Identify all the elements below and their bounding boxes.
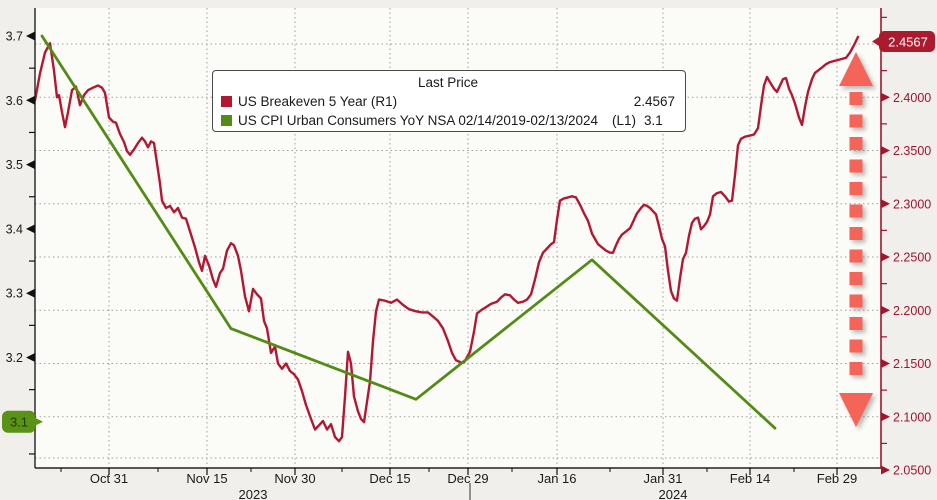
x-axis-tick-label: Nov 15	[186, 471, 227, 486]
x-axis-tick-label: Nov 30	[274, 471, 315, 486]
right-tick-arrow-icon	[881, 92, 890, 102]
x-axis-tick-label: Dec 29	[447, 471, 488, 486]
left-axis-tick-label: 3.2	[6, 351, 23, 365]
red-series-marker-icon	[221, 96, 232, 107]
right-axis-tick-label: 2.4000	[893, 91, 931, 105]
breakeven-badge-value: 2.4567	[888, 35, 928, 50]
right-axis-tick-label: 2.2500	[893, 251, 931, 265]
left-axis-tick-label: 3.6	[6, 94, 23, 108]
legend-row-cpi: US CPI Urban Consumers YoY NSA 02/14/201…	[221, 111, 675, 130]
right-axis-tick-label: 2.0500	[893, 464, 931, 478]
right-axis: 2.45002.40002.35002.30002.25002.20002.15…	[881, 16, 931, 478]
year-label: 2023	[239, 487, 268, 500]
right-tick-arrow-icon	[881, 146, 890, 155]
trend-range-arrow	[839, 52, 873, 427]
right-tick-arrow-icon	[881, 359, 890, 368]
breakeven-last-value-badge: 2.4567	[872, 31, 935, 52]
right-tick-arrow-icon	[881, 252, 890, 262]
left-tick-arrow-icon	[26, 288, 35, 298]
left-axis-tick-label: 3.3	[6, 287, 23, 301]
cpi-last-value-badge: 3.1	[2, 410, 43, 433]
left-axis-tick-label: 3.7	[6, 30, 23, 44]
left-tick-arrow-icon	[26, 353, 35, 362]
x-axis-tick-label: Jan 31	[643, 471, 682, 486]
axes	[34, 8, 882, 469]
x-axis-tick-label: Oct 31	[90, 471, 128, 486]
left-tick-arrow-icon	[26, 224, 35, 234]
green-series-marker-icon	[221, 115, 232, 126]
legend-row-breakeven: US Breakeven 5 Year (R1) 2.4567	[221, 92, 675, 111]
arrow-up-head-icon	[839, 52, 873, 86]
x-axis-tick-label: Dec 15	[369, 471, 410, 486]
right-axis-tick-label: 2.3500	[893, 144, 931, 158]
x-axis-tick-label: Feb 29	[817, 471, 857, 486]
left-axis-tick-label: 3.5	[6, 158, 23, 172]
right-axis-tick-label: 2.2000	[893, 304, 931, 318]
right-tick-arrow-icon	[881, 305, 890, 315]
cpi-line-series	[40, 34, 777, 430]
chart-legend: Last Price US Breakeven 5 Year (R1) 2.45…	[212, 70, 686, 132]
x-axis: Oct 31 Nov 15 Nov 30 Dec 15 Dec 29 Jan 16 Jan …	[60, 468, 857, 500]
legend-value-cpi: 3.1	[644, 113, 663, 128]
cpi-badge-shape	[2, 410, 43, 433]
right-axis-tick-label: 2.3000	[893, 197, 931, 211]
year-label: 2024	[659, 487, 688, 500]
right-axis-tick-label: 2.1500	[893, 357, 931, 371]
left-axis: 3.7 3.6 3.5 3.4 3.3 3.2	[6, 30, 35, 455]
left-axis-tick-label: 3.4	[6, 222, 23, 236]
legend-value-breakeven: 2.4567	[633, 94, 675, 109]
left-tick-arrow-icon	[26, 31, 35, 41]
legend-axis-tag-cpi: (L1)	[612, 113, 637, 128]
right-tick-arrow-icon	[881, 199, 890, 209]
right-tick-arrow-icon	[881, 465, 890, 475]
cpi-badge-value: 3.1	[10, 414, 28, 429]
breakeven-badge-shape	[872, 31, 935, 52]
x-axis-tick-label: Jan 16	[537, 471, 576, 486]
left-tick-arrow-icon	[26, 95, 35, 105]
left-tick-arrow-icon	[26, 160, 35, 170]
right-tick-arrow-icon	[881, 412, 890, 422]
legend-label-cpi: US CPI Urban Consumers YoY NSA 02/14/201…	[238, 113, 598, 128]
right-axis-tick-label: 2.1000	[893, 410, 931, 424]
x-axis-tick-label: Feb 14	[730, 471, 770, 486]
legend-label-breakeven: US Breakeven 5 Year (R1)	[238, 94, 398, 109]
legend-title: Last Price	[417, 75, 479, 90]
arrow-down-head-icon	[839, 393, 873, 427]
